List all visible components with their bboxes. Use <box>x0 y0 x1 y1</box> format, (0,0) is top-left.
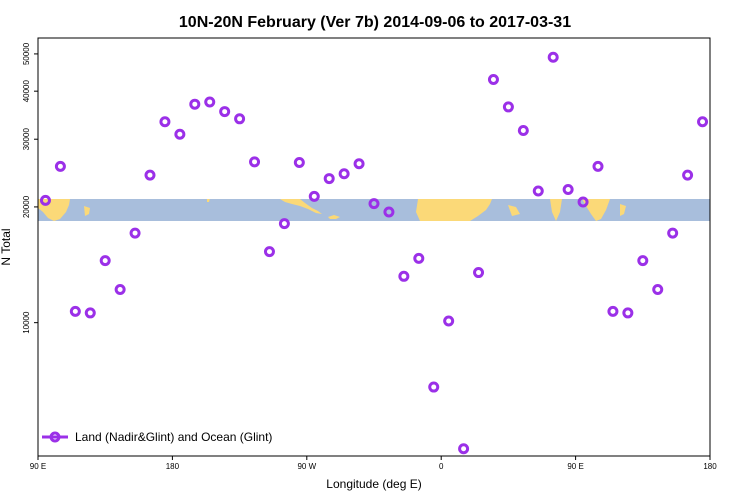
data-point <box>577 196 589 208</box>
data-point <box>502 101 514 113</box>
x-tick-label: 180 <box>166 462 180 471</box>
data-point <box>697 116 709 128</box>
x-tick-label: 180 <box>703 462 717 471</box>
land-arabian-peninsula <box>550 199 562 221</box>
data-point <box>204 96 216 108</box>
data-point <box>607 305 619 317</box>
land-indochina-east <box>620 204 626 216</box>
data-point <box>443 315 455 327</box>
data-point <box>353 158 365 170</box>
chart-title: 10N-20N February (Ver 7b) 2014-09-06 to … <box>179 14 571 31</box>
data-point <box>219 106 231 118</box>
data-point <box>39 194 51 206</box>
y-tick-label: 30000 <box>22 128 31 151</box>
y-tick-label: 20000 <box>22 195 31 218</box>
data-point <box>129 227 141 239</box>
data-point <box>473 267 485 279</box>
data-point <box>189 98 201 110</box>
data-point <box>517 125 529 137</box>
land-caribbean <box>328 215 340 219</box>
y-axis-label: N Total <box>0 228 13 265</box>
land-central-america <box>280 199 322 214</box>
data-point <box>413 252 425 264</box>
data-point <box>69 305 81 317</box>
land-india-east <box>582 199 610 221</box>
data-point <box>293 156 305 168</box>
data-point <box>682 169 694 181</box>
legend-marker <box>49 431 61 443</box>
data-point <box>368 198 380 210</box>
data-point <box>54 160 66 172</box>
y-axis: 10000 20000 30000 40000 50000 <box>22 42 38 334</box>
x-tick-label: 0 <box>439 462 444 471</box>
x-axis-label: Longitude (deg E) <box>326 477 421 491</box>
land-island <box>207 199 210 202</box>
land-arabia <box>508 205 520 216</box>
y-tick-label: 10000 <box>22 311 31 334</box>
data-point <box>159 116 171 128</box>
x-tick-label: 90 E <box>30 462 46 471</box>
legend-label: Land (Nadir&Glint) and Ocean (Glint) <box>75 430 272 444</box>
data-point <box>114 283 126 295</box>
data-point <box>562 183 574 195</box>
data-point <box>487 73 499 85</box>
data-point <box>338 168 350 180</box>
data-point <box>398 270 410 282</box>
data-point <box>547 51 559 63</box>
data-point <box>99 255 111 267</box>
x-axis: 90 E 180 90 W 0 90 E 180 <box>30 456 717 471</box>
data-point <box>308 190 320 202</box>
ocean-band <box>38 199 710 221</box>
data-point <box>667 227 679 239</box>
y-tick-label: 50000 <box>22 42 31 65</box>
data-point <box>458 443 470 455</box>
data-points <box>39 51 709 455</box>
plot-frame <box>37 37 711 457</box>
data-point <box>249 156 261 168</box>
data-point <box>622 307 634 319</box>
data-point <box>383 206 395 218</box>
data-point <box>263 246 275 258</box>
data-point <box>174 128 186 140</box>
land-indochina <box>84 206 90 216</box>
land-africa <box>416 199 492 221</box>
y-tick-label: 40000 <box>22 80 31 103</box>
data-point <box>278 218 290 230</box>
data-point <box>532 185 544 197</box>
data-point <box>234 113 246 125</box>
data-point <box>144 169 156 181</box>
data-point <box>637 255 649 267</box>
data-point <box>84 307 96 319</box>
data-point <box>592 160 604 172</box>
data-point <box>428 381 440 393</box>
world-map-band <box>38 199 710 221</box>
x-tick-label: 90 W <box>297 462 316 471</box>
data-point <box>323 173 335 185</box>
data-point <box>652 283 664 295</box>
x-tick-label: 90 E <box>567 462 583 471</box>
legend: Land (Nadir&Glint) and Ocean (Glint) <box>42 430 272 444</box>
